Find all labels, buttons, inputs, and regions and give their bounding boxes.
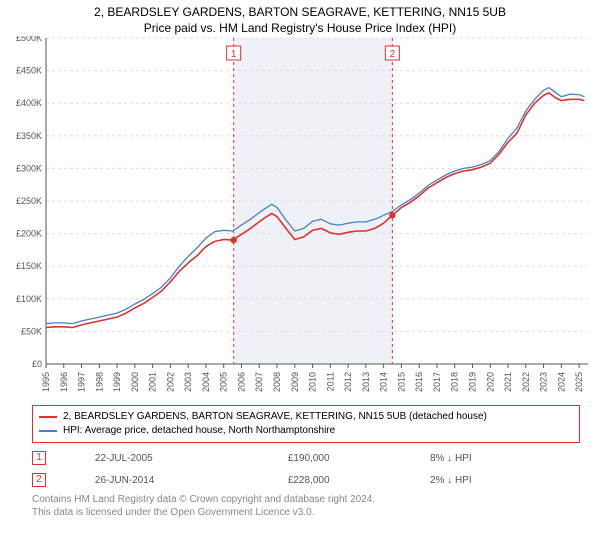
svg-text:£100K: £100K <box>16 294 42 304</box>
svg-text:£250K: £250K <box>16 196 42 206</box>
svg-text:£50K: £50K <box>21 326 42 336</box>
svg-text:£450K: £450K <box>16 66 42 76</box>
svg-text:£350K: £350K <box>16 131 42 141</box>
svg-text:2000: 2000 <box>130 372 140 392</box>
sale-delta: 8% ↓ HPI <box>430 447 572 469</box>
svg-text:2018: 2018 <box>450 372 460 392</box>
legend-label-hpi: HPI: Average price, detached house, Nort… <box>63 424 335 438</box>
svg-text:2003: 2003 <box>183 372 193 392</box>
price-chart: £0 £50K £100K £150K £200K £250K £300K £350K £400… <box>0 36 600 401</box>
svg-text:2016: 2016 <box>414 372 424 392</box>
sale-date: 26-JUN-2014 <box>95 469 288 491</box>
footnote: Contains HM Land Registry data © Crown c… <box>32 493 580 519</box>
svg-text:£0: £0 <box>32 359 42 369</box>
svg-text:2023: 2023 <box>539 372 549 392</box>
footnote-line2: This data is licensed under the Open Gov… <box>32 506 580 519</box>
sales-table: 1 22-JUL-2005 £190,000 8% ↓ HPI 2 26-JUN… <box>32 447 572 491</box>
legend-swatch-hpi <box>39 430 57 432</box>
legend-swatch-property <box>39 416 57 418</box>
svg-text:2008: 2008 <box>272 372 282 392</box>
marker-badge-2: 2 <box>32 473 46 487</box>
sale-price: £190,000 <box>288 447 430 469</box>
svg-text:2006: 2006 <box>236 372 246 392</box>
svg-text:2017: 2017 <box>432 372 442 392</box>
sale-marker-badge-cell: 2 <box>32 469 95 491</box>
legend-label-property: 2, BEARDSLEY GARDENS, BARTON SEAGRAVE, K… <box>63 410 487 424</box>
table-row: 2 26-JUN-2014 £228,000 2% ↓ HPI <box>32 469 572 491</box>
svg-text:2024: 2024 <box>556 372 566 392</box>
svg-text:2013: 2013 <box>361 372 371 392</box>
svg-text:2002: 2002 <box>165 372 175 392</box>
svg-text:2015: 2015 <box>396 372 406 392</box>
chart-title-block: 2, BEARDSLEY GARDENS, BARTON SEAGRAVE, K… <box>0 0 600 36</box>
svg-text:2011: 2011 <box>325 372 335 391</box>
svg-text:1997: 1997 <box>77 372 87 392</box>
table-row: 1 22-JUL-2005 £190,000 8% ↓ HPI <box>32 447 572 469</box>
svg-text:2019: 2019 <box>467 372 477 392</box>
legend-item-hpi: HPI: Average price, detached house, Nort… <box>39 424 573 438</box>
legend: 2, BEARDSLEY GARDENS, BARTON SEAGRAVE, K… <box>32 405 580 443</box>
svg-text:£400K: £400K <box>16 98 42 108</box>
svg-text:1: 1 <box>231 49 237 60</box>
svg-text:2014: 2014 <box>379 372 389 392</box>
svg-text:1996: 1996 <box>59 372 69 392</box>
sale-marker-badge-cell: 1 <box>32 447 95 469</box>
svg-text:1998: 1998 <box>94 372 104 392</box>
svg-text:2010: 2010 <box>308 372 318 392</box>
legend-item-property: 2, BEARDSLEY GARDENS, BARTON SEAGRAVE, K… <box>39 410 573 424</box>
svg-text:2025: 2025 <box>574 372 584 392</box>
svg-text:2004: 2004 <box>201 372 211 392</box>
svg-text:£200K: £200K <box>16 229 42 239</box>
svg-text:2: 2 <box>390 49 396 60</box>
chart-title-line2: Price paid vs. HM Land Registry's House … <box>0 20 600 36</box>
svg-text:1999: 1999 <box>112 372 122 392</box>
svg-text:2020: 2020 <box>485 372 495 392</box>
svg-text:2001: 2001 <box>148 372 158 392</box>
svg-text:2012: 2012 <box>343 372 353 392</box>
svg-text:1995: 1995 <box>41 372 51 392</box>
svg-text:£150K: £150K <box>16 261 42 271</box>
footnote-line1: Contains HM Land Registry data © Crown c… <box>32 493 580 506</box>
svg-text:2021: 2021 <box>503 372 513 392</box>
chart-title-line1: 2, BEARDSLEY GARDENS, BARTON SEAGRAVE, K… <box>0 4 600 20</box>
svg-text:£300K: £300K <box>16 163 42 173</box>
sale-date: 22-JUL-2005 <box>95 447 288 469</box>
svg-text:2022: 2022 <box>521 372 531 392</box>
svg-text:£500K: £500K <box>16 36 42 43</box>
svg-text:2005: 2005 <box>219 372 229 392</box>
sale-delta: 2% ↓ HPI <box>430 469 572 491</box>
marker-badge-1: 1 <box>32 451 46 465</box>
sale-price: £228,000 <box>288 469 430 491</box>
svg-text:2009: 2009 <box>290 372 300 392</box>
svg-text:2007: 2007 <box>254 372 264 392</box>
